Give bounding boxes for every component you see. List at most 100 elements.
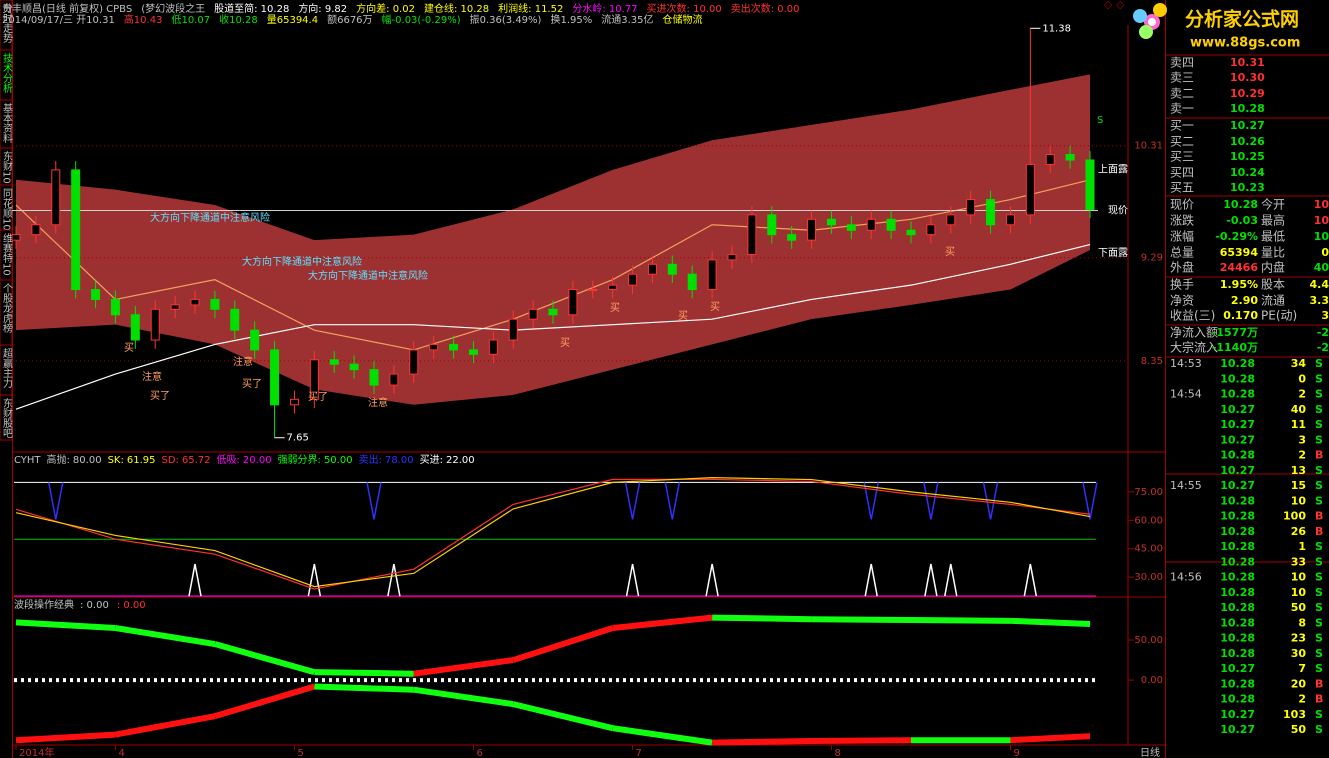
y-tick-label: 30.00 — [1134, 572, 1163, 583]
candle-body — [429, 343, 439, 351]
logo-text: 分析家公式网 — [1185, 8, 1299, 31]
tick-volume: 10 — [1291, 494, 1307, 507]
tab[interactable] — [0, 394, 13, 441]
order-label: 买二 — [1170, 135, 1194, 149]
sell-signal — [1082, 482, 1098, 520]
lower-label: 下面露 — [1098, 247, 1128, 259]
tick-side: S — [1315, 418, 1323, 431]
candle-body — [190, 298, 200, 306]
tick-volume: 13 — [1291, 464, 1306, 477]
indicator-header: 波段操作经典: 0.00: 0.00 — [14, 598, 146, 611]
tick-volume: 23 — [1291, 632, 1306, 645]
wave-segment — [712, 614, 812, 623]
window-controls[interactable]: ◇ ◇ — [1104, 0, 1125, 11]
quote-label: 最低 — [1261, 230, 1285, 244]
indicator-param-name: 高抛: — [47, 453, 70, 466]
indicator-param-value: 22.00 — [446, 455, 475, 466]
quote-label: 最高 — [1261, 213, 1285, 228]
candle-body — [508, 318, 518, 341]
quote-value: -1577万 — [1212, 326, 1258, 339]
annotation: 买 — [710, 301, 720, 313]
quote-value: 4.4 — [1310, 278, 1329, 291]
tab-label: 维赛特10 — [1, 232, 13, 276]
wave-segment — [1010, 617, 1091, 628]
annotation: 买了 — [308, 391, 328, 403]
candle-body — [409, 349, 419, 375]
tick-price: 10.28 — [1220, 449, 1255, 462]
tick-volume: 34 — [1291, 357, 1307, 370]
quote-value: 10.28 — [1223, 198, 1258, 211]
order-label: 买三 — [1170, 150, 1194, 164]
wave-segment — [114, 625, 216, 648]
tick-price: 10.28 — [1220, 601, 1255, 614]
header-line: 贵丰顺昌(日线 前复权) CPBS (梦幻波段之王 股道至简: 10.28 方向: 9… — [2, 2, 800, 15]
tick-side: S — [1315, 647, 1323, 660]
quote-value: 3 — [1321, 309, 1329, 322]
y-tick-label: 10.31 — [1134, 141, 1163, 152]
tab-label: 技术分析 — [1, 52, 13, 94]
date-label: 2014年 — [19, 746, 54, 758]
y-tick-label: 45.00 — [1134, 544, 1163, 555]
tab-label: 基本资料 — [1, 102, 13, 144]
candle-body — [1085, 159, 1095, 210]
current-price-label: 现价 — [1108, 205, 1128, 217]
tick-price: 10.28 — [1220, 510, 1255, 523]
quote-value: 1.95% — [1220, 278, 1258, 291]
indicator-param-value: 78.00 — [385, 455, 414, 466]
tab-label: 东财10 — [1, 150, 13, 184]
indicator-param-name: 强弱分界: — [278, 454, 321, 466]
wave-segment — [314, 683, 414, 693]
wave-segment — [910, 617, 1011, 624]
candle-body — [588, 289, 598, 292]
tick-price: 10.28 — [1220, 525, 1255, 538]
header-item: 2014/09/17/三 开10.31 — [2, 15, 115, 26]
tick-time: 14:53 — [1170, 357, 1202, 370]
candle-body — [1005, 214, 1015, 226]
tick-volume: 10 — [1291, 571, 1307, 584]
candle-body — [1065, 154, 1075, 161]
header-item: 卖出次数: 0.00 — [731, 2, 800, 15]
tick-volume: 11 — [1291, 418, 1306, 431]
tick-price: 10.28 — [1220, 677, 1255, 690]
candle-body — [130, 314, 140, 341]
quote-label: 现价 — [1170, 198, 1194, 212]
tick-price: 10.27 — [1220, 433, 1255, 446]
quote-value: 40 — [1314, 261, 1329, 274]
date-label: 4 — [118, 748, 124, 758]
tick-side: S — [1315, 403, 1323, 416]
date-label: 8 — [834, 748, 840, 758]
tick-volume: 10 — [1291, 586, 1307, 599]
oscillator-line — [15, 478, 1091, 590]
date-label: 9 — [1013, 748, 1019, 758]
tick-volume: 33 — [1291, 555, 1306, 568]
header-item: 方向: 9.82 — [298, 2, 347, 15]
tick-price: 10.28 — [1220, 540, 1255, 553]
quote-label: 内盘 — [1261, 260, 1285, 275]
tick-volume: 8 — [1298, 616, 1306, 629]
tick-price: 10.28 — [1220, 357, 1255, 370]
annotation: 买 — [124, 342, 134, 354]
candle-body — [170, 304, 180, 310]
tab-label: 东财股吧 — [1, 397, 13, 438]
sell-signal — [624, 482, 641, 520]
quote-label: 外盘 — [1170, 260, 1194, 275]
annotation: 注意 — [368, 396, 388, 409]
buy-signal — [705, 563, 719, 597]
order-price: 10.24 — [1230, 166, 1265, 179]
wave-segment — [512, 625, 614, 663]
tab-label: 分时走势 — [1, 3, 13, 44]
tick-price: 10.28 — [1220, 586, 1255, 599]
candle-body — [986, 199, 996, 226]
tick-side: S — [1315, 479, 1323, 492]
header-line: 2014/09/17/三 开10.31 高10.43 低10.07 收10.28 量65… — [2, 13, 703, 26]
logo-flower — [1133, 3, 1167, 39]
date-label: 5 — [297, 748, 303, 758]
header-item: 股道至简: 10.28 — [214, 2, 289, 15]
order-price: 10.30 — [1230, 71, 1265, 84]
quote-label: 涨幅 — [1170, 229, 1194, 244]
wave-segment — [214, 641, 316, 675]
tick-volume: 26 — [1291, 525, 1307, 538]
candle-body — [568, 289, 578, 316]
